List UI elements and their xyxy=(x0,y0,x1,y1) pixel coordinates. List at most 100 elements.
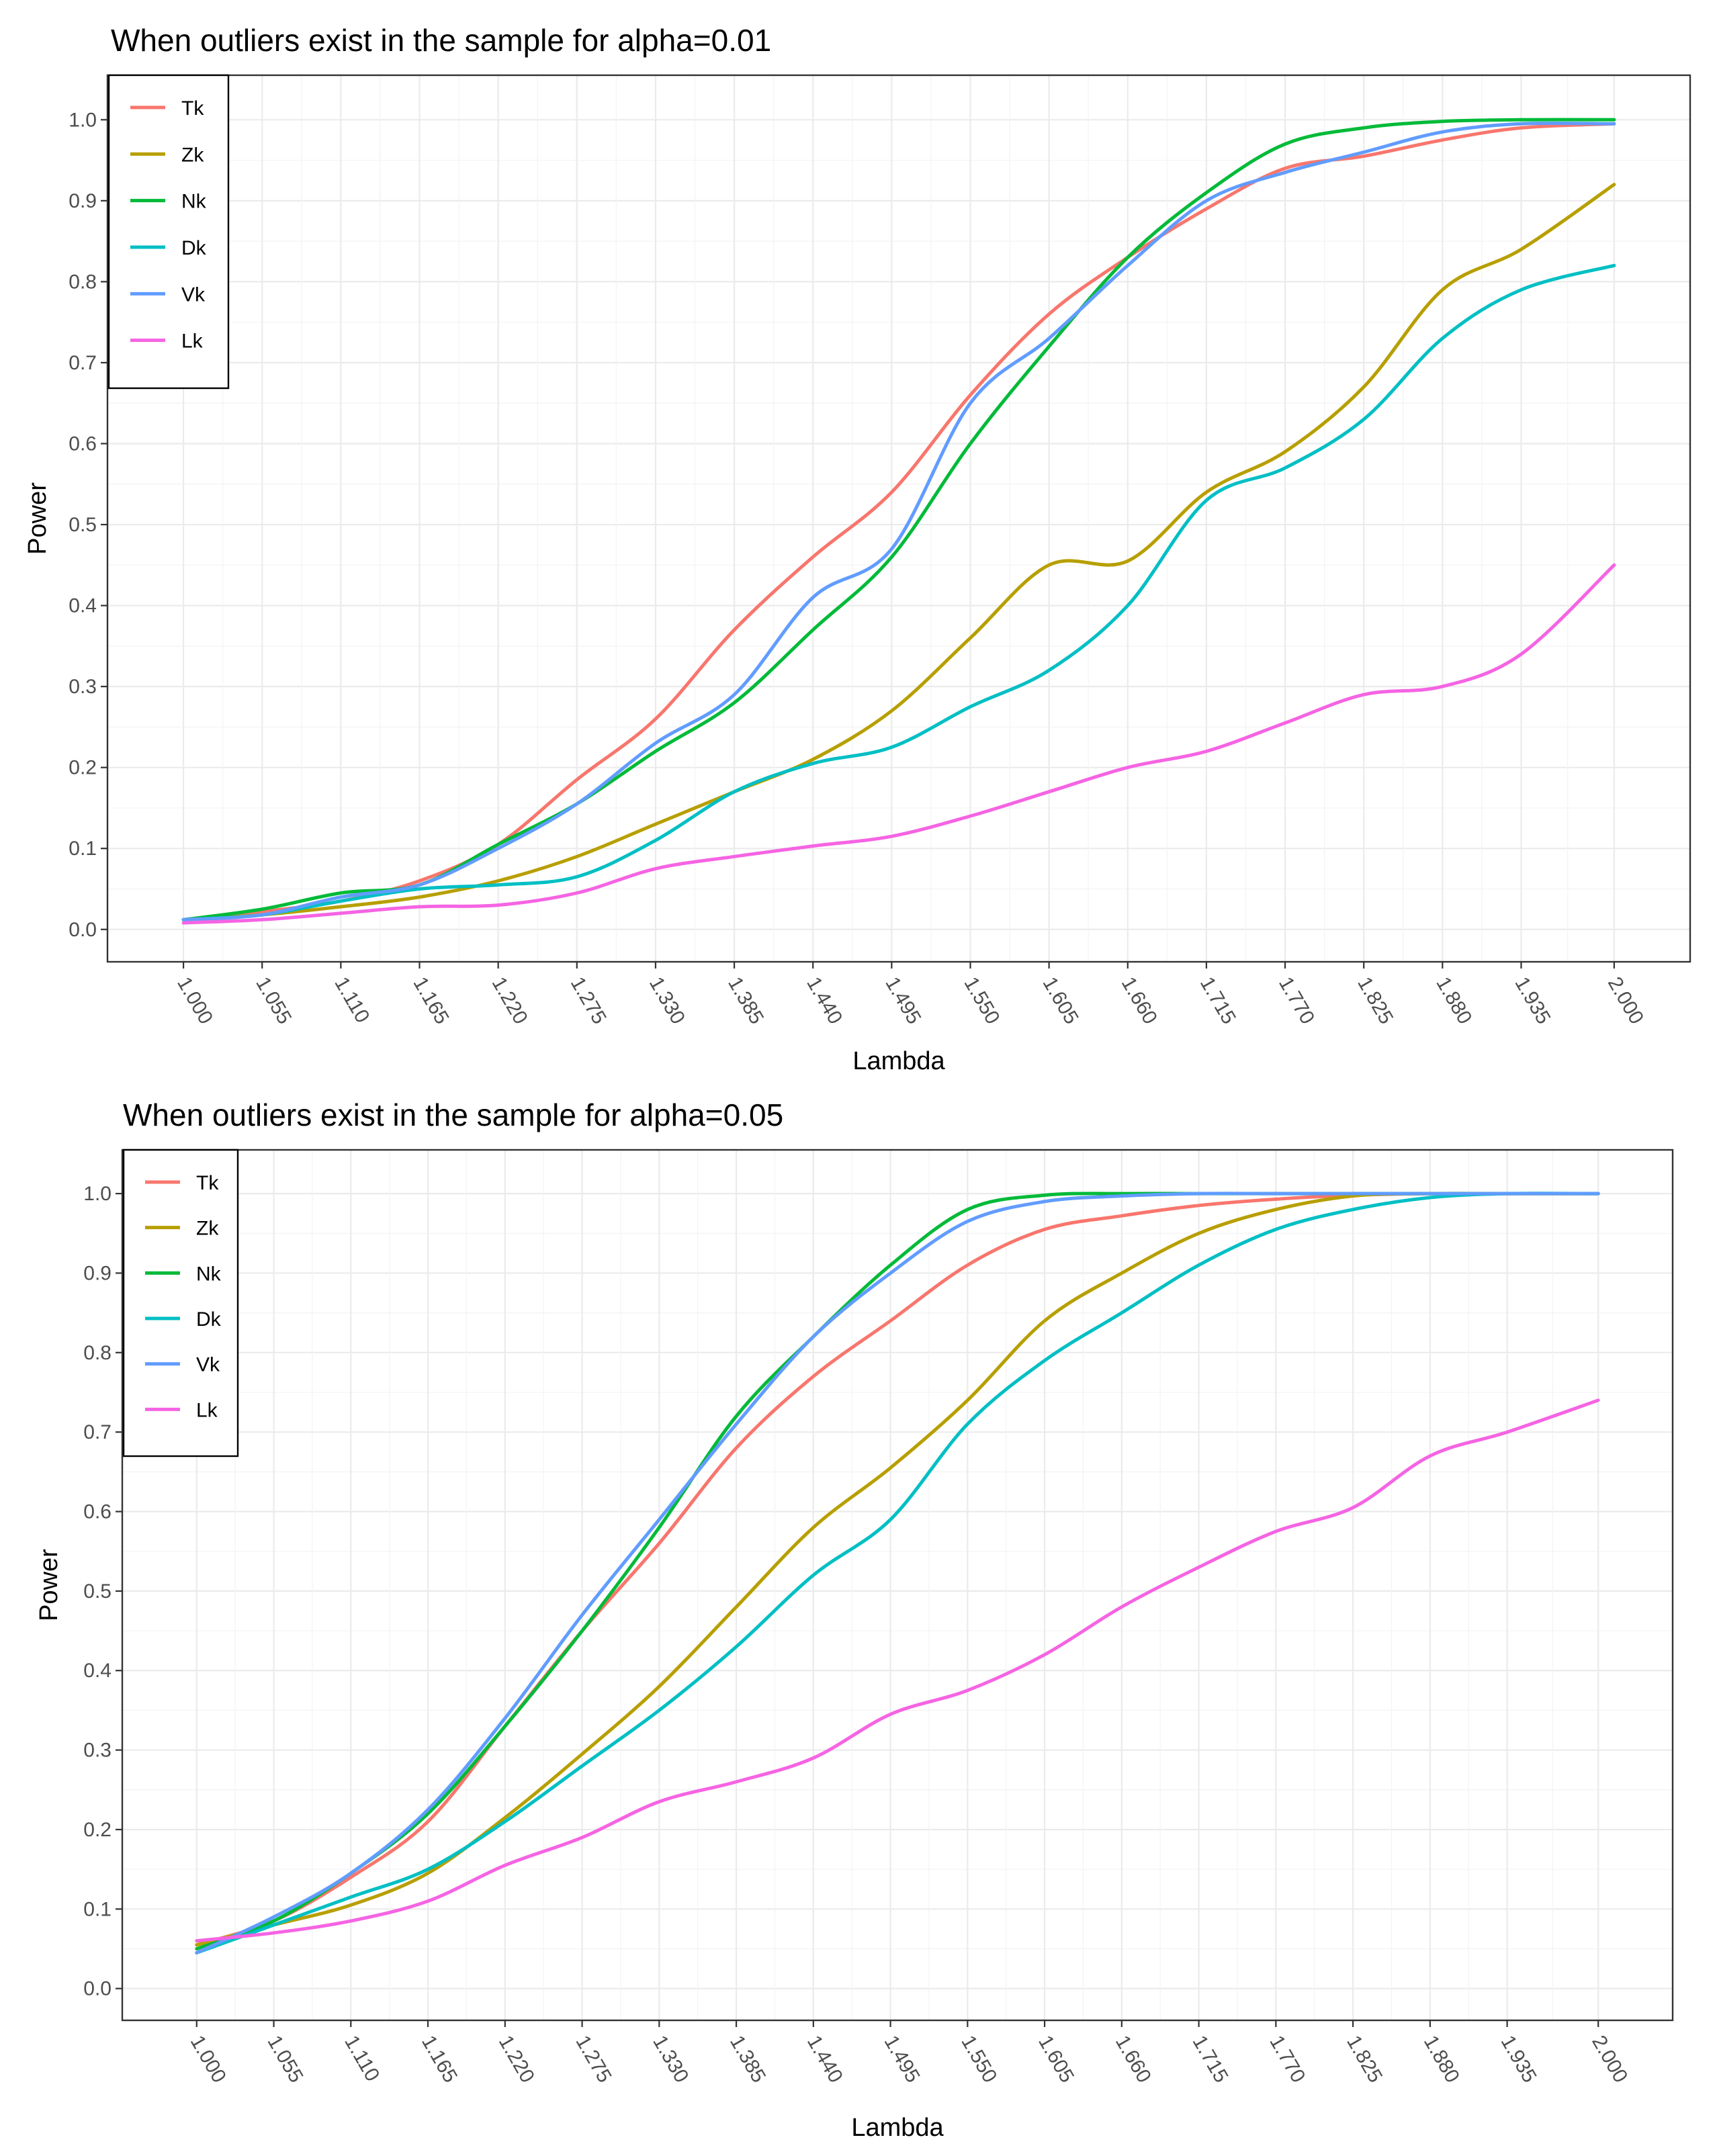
x-tick-label: 1.440 xyxy=(803,2032,847,2087)
plot-border xyxy=(106,74,1691,963)
legend-label: Tk xyxy=(196,1172,219,1194)
legend-item-nk: Nk xyxy=(130,191,207,213)
x-tick-label: 1.110 xyxy=(330,973,373,1027)
x-tick-label: 1.660 xyxy=(1117,973,1161,1028)
x-tick-label: 1.055 xyxy=(251,973,296,1028)
y-tick-label: 0.0 xyxy=(69,919,97,941)
legend-item-dk: Dk xyxy=(130,237,207,259)
y-axis-title: Power xyxy=(35,1549,63,1621)
plot-background xyxy=(107,75,1690,962)
x-tick-label: 1.000 xyxy=(173,973,217,1028)
series-lines xyxy=(195,1192,1600,1955)
legend: Tk Zk Nk Dk Vk Lk xyxy=(107,74,230,390)
legend-label: Dk xyxy=(196,1308,222,1331)
series-line-dk xyxy=(195,1192,1600,1955)
x-tick-label: 1.330 xyxy=(648,2032,693,2087)
x-tick-label: 1.605 xyxy=(1039,973,1083,1028)
series-line-lk xyxy=(181,563,1616,925)
legend-label: Lk xyxy=(181,330,204,353)
plot-border xyxy=(121,1149,1674,2022)
plot-background xyxy=(122,1150,1673,2020)
x-tick-label: 1.220 xyxy=(488,973,532,1028)
y-tick-label: 1.0 xyxy=(69,109,97,131)
x-tick-label: 2.000 xyxy=(1587,2032,1632,2087)
x-tick-label: 1.385 xyxy=(723,973,768,1028)
y-tick-label: 0.4 xyxy=(69,595,97,617)
y-tick-label: 0.4 xyxy=(83,1660,112,1682)
x-tick-label: 1.165 xyxy=(417,2032,461,2087)
legend-label: Lk xyxy=(196,1399,218,1421)
legend-label: Dk xyxy=(181,237,207,259)
x-tick-label: 1.330 xyxy=(645,973,689,1028)
y-axis: 0.0 0.1 0.2 0.3 0.4 0.5 0.6 0.7 0.8 0.9 1.0 xyxy=(83,1183,122,2000)
x-tick-label: 1.385 xyxy=(725,2032,770,2087)
legend-label: Nk xyxy=(196,1263,222,1285)
series-line-zk xyxy=(181,183,1616,922)
legend-box xyxy=(122,1149,239,1457)
legend-item-vk: Vk xyxy=(130,283,206,306)
x-tick-label: 1.550 xyxy=(959,973,1004,1028)
y-tick-label: 0.2 xyxy=(83,1819,112,1841)
y-tick-label: 0.6 xyxy=(83,1501,112,1523)
legend-label: Nk xyxy=(181,191,207,213)
x-tick-label: 1.770 xyxy=(1265,2032,1309,2087)
y-tick-label: 0.5 xyxy=(83,1580,112,1603)
x-tick-label: 1.715 xyxy=(1196,973,1240,1028)
y-tick-label: 0.2 xyxy=(69,757,97,779)
legend-label: Tk xyxy=(181,97,204,120)
x-tick-label: 1.935 xyxy=(1510,973,1554,1028)
x-axis-title: Lambda xyxy=(852,1047,945,1075)
series-lines xyxy=(181,118,1616,925)
legend-item-tk: Tk xyxy=(130,97,204,120)
y-tick-label: 0.7 xyxy=(69,352,97,374)
y-tick-label: 0.8 xyxy=(69,271,97,293)
y-axis-title: Power xyxy=(24,482,52,555)
legend-label: Vk xyxy=(181,283,206,306)
legend-item-zk: Zk xyxy=(130,144,204,166)
x-tick-label: 1.495 xyxy=(880,2032,924,2087)
x-axis: 1.000 1.055 1.110 1.165 1.220 1.275 1.330 1.385… xyxy=(186,2020,1632,2087)
chart-title: When outliers exist in the sample for al… xyxy=(111,23,771,58)
x-tick-label: 1.220 xyxy=(494,2032,539,2087)
y-tick-label: 0.6 xyxy=(69,433,97,455)
y-tick-label: 1.0 xyxy=(83,1183,112,1205)
chart-panel-2: When outliers exist in the sample for al… xyxy=(35,1097,1674,2142)
legend-item-lk: Lk xyxy=(145,1399,218,1421)
x-tick-label: 1.880 xyxy=(1419,2032,1464,2087)
y-tick-label: 0.1 xyxy=(83,1898,112,1920)
x-tick-label: 1.275 xyxy=(566,973,611,1028)
x-tick-label: 1.495 xyxy=(881,973,925,1028)
legend-label: Zk xyxy=(181,144,204,166)
y-tick-label: 0.9 xyxy=(83,1262,112,1284)
legend-label: Vk xyxy=(196,1354,220,1376)
x-tick-label: 1.000 xyxy=(186,2032,230,2087)
series-line-lk xyxy=(195,1398,1600,1943)
x-tick-label: 1.825 xyxy=(1353,973,1397,1028)
legend-item-lk: Lk xyxy=(130,330,204,353)
y-axis: 0.0 0.1 0.2 0.3 0.4 0.5 0.6 0.7 0.8 0.9 1.0 xyxy=(69,109,107,941)
x-tick-label: 1.165 xyxy=(408,973,453,1028)
x-tick-label: 1.715 xyxy=(1188,2032,1233,2087)
y-tick-label: 0.8 xyxy=(83,1342,112,1364)
legend-item-vk: Vk xyxy=(145,1354,220,1376)
series-line-zk xyxy=(195,1192,1600,1947)
grid-lines xyxy=(122,1150,1673,2020)
y-tick-label: 0.0 xyxy=(83,1978,112,2000)
y-tick-label: 0.3 xyxy=(69,676,97,698)
x-tick-label: 1.880 xyxy=(1432,973,1476,1028)
legend-item-dk: Dk xyxy=(145,1308,222,1331)
x-axis-title: Lambda xyxy=(851,2114,944,2142)
grid-lines xyxy=(107,75,1690,962)
legend: Tk Zk Nk Dk Vk Lk xyxy=(122,1149,239,1457)
series-line-vk xyxy=(181,121,1616,922)
x-tick-label: 1.110 xyxy=(340,2032,384,2085)
x-axis: 1.000 1.055 1.110 1.165 1.220 1.275 1.330 1.385… xyxy=(173,962,1648,1028)
x-tick-label: 2.000 xyxy=(1603,973,1648,1028)
x-tick-label: 1.605 xyxy=(1034,2032,1078,2087)
x-tick-label: 1.825 xyxy=(1342,2032,1386,2087)
y-tick-label: 0.7 xyxy=(83,1421,112,1443)
x-tick-label: 1.275 xyxy=(571,2032,615,2087)
x-tick-label: 1.935 xyxy=(1497,2032,1541,2087)
